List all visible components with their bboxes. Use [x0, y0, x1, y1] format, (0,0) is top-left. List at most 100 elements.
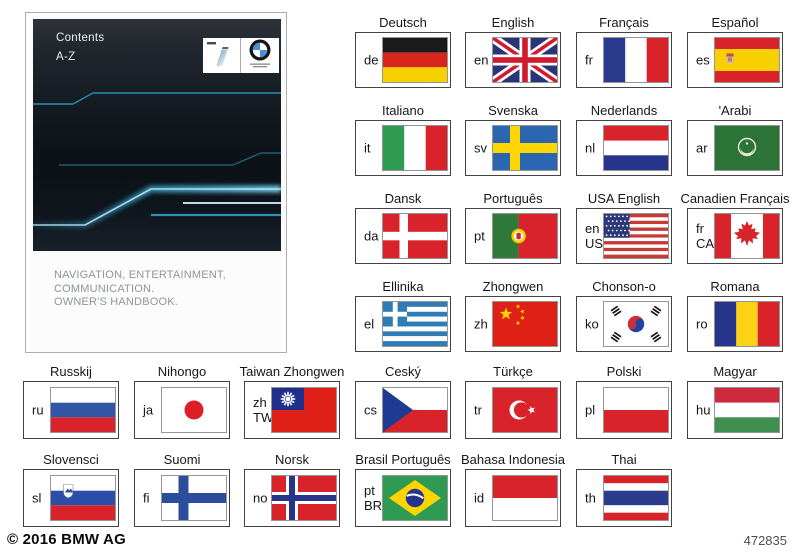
language-code: pt BR — [364, 483, 383, 513]
language-flag-box[interactable]: ar — [687, 120, 783, 176]
language-flag-box[interactable]: it — [355, 120, 451, 176]
language-flag-box[interactable]: el — [355, 296, 451, 352]
language-option-arab[interactable]: 'Arabi ar — [687, 103, 783, 176]
language-flag-box[interactable]: pt — [465, 208, 561, 264]
language-option-gr[interactable]: Ellinika el — [355, 279, 451, 352]
flag-icon-si — [51, 476, 115, 520]
language-flag-box[interactable]: cs — [355, 381, 451, 439]
language-code: ar — [696, 140, 708, 156]
language-flag-box[interactable]: no — [244, 469, 340, 527]
language-option-us-us[interactable]: USA English en US — [576, 191, 672, 264]
language-flag-box[interactable]: tr — [465, 381, 561, 439]
language-label: English — [491, 15, 535, 30]
language-flag-box[interactable]: ko — [576, 296, 672, 352]
language-label: Russkij — [50, 364, 92, 379]
language-option-gb[interactable]: English en — [465, 15, 561, 88]
language-label: Thai — [611, 452, 637, 467]
language-option-de[interactable]: Deutsch de — [355, 15, 451, 88]
flag-icon-cz — [383, 388, 447, 432]
language-option-es[interactable]: Español es — [687, 15, 783, 88]
language-option-fi[interactable]: Suomi fi — [134, 452, 230, 527]
language-option-si[interactable]: Slovensci sl — [23, 452, 119, 527]
language-flag-box[interactable]: nl — [576, 120, 672, 176]
language-option-tr[interactable]: Türkçe tr — [465, 364, 561, 439]
language-flag-box[interactable]: pt BR — [355, 469, 451, 527]
flag-icon-it — [383, 126, 447, 170]
language-flag-box[interactable]: da — [355, 208, 451, 264]
language-flag-box[interactable]: fr — [576, 32, 672, 88]
language-code: sv — [474, 140, 487, 156]
language-flag-box[interactable]: zh — [465, 296, 561, 352]
flag-icon-hu — [715, 388, 779, 432]
language-option-pt[interactable]: Português pt — [465, 191, 561, 264]
flag-icon-ru — [51, 388, 115, 432]
language-code: en — [474, 52, 489, 68]
language-option-tw-tw[interactable]: Taiwan Zhongwen zh TW — [240, 364, 344, 439]
language-flag-box[interactable]: pl — [576, 381, 672, 439]
language-option-kr[interactable]: Chonson-o ko — [576, 279, 672, 352]
language-flag-box[interactable]: ja — [134, 381, 230, 439]
flag-icon-ro — [715, 302, 779, 346]
flag-icon-cn — [493, 302, 557, 346]
language-option-it[interactable]: Italiano it — [355, 103, 451, 176]
language-option-ca-ca[interactable]: Canadien Français fr CA — [680, 191, 790, 264]
flag-icon-br — [383, 476, 447, 520]
language-label: Italiano — [382, 103, 424, 118]
language-option-cz[interactable]: Ceský cs — [355, 364, 451, 439]
language-label: Ellinika — [382, 279, 424, 294]
cover-title: Contents — [56, 32, 105, 44]
language-flag-box[interactable]: en — [465, 32, 561, 88]
language-flag-box[interactable]: sv — [465, 120, 561, 176]
language-flag-box[interactable]: de — [355, 32, 451, 88]
language-flag-box[interactable]: th — [576, 469, 672, 527]
language-option-ru[interactable]: Russkij ru — [23, 364, 119, 439]
language-code: es — [696, 52, 710, 68]
language-code: th — [585, 490, 596, 506]
flag-icon-ca — [715, 214, 779, 258]
flag-icon-id — [493, 476, 557, 520]
language-flag-box[interactable]: id — [465, 469, 561, 527]
language-option-pl[interactable]: Polski pl — [576, 364, 672, 439]
flag-icon-nl — [604, 126, 668, 170]
language-option-id[interactable]: Bahasa Indonesia id — [461, 452, 565, 527]
language-label: Português — [483, 191, 543, 206]
language-flag-box[interactable]: sl — [23, 469, 119, 527]
flag-icon-pl — [604, 388, 668, 432]
language-flag-box[interactable]: hu — [687, 381, 783, 439]
language-option-ro[interactable]: Romana ro — [687, 279, 783, 352]
language-option-th[interactable]: Thai th — [576, 452, 672, 527]
language-option-cn[interactable]: Zhongwen zh — [465, 279, 561, 352]
language-code: ro — [696, 316, 708, 332]
language-code: fr CA — [696, 221, 715, 251]
language-option-dk[interactable]: Dansk da — [355, 191, 451, 264]
language-code: no — [253, 490, 268, 506]
language-label: Türkçe — [493, 364, 533, 379]
flag-icon-th — [604, 476, 668, 520]
language-flag-box[interactable]: fr CA — [687, 208, 783, 264]
language-label: Nihongo — [157, 364, 207, 379]
language-flag-box[interactable]: es — [687, 32, 783, 88]
language-flag-box[interactable]: zh TW — [244, 381, 340, 439]
language-option-br-br[interactable]: Brasil Português pt BR — [355, 452, 451, 527]
language-code: ru — [32, 402, 44, 418]
language-option-hu[interactable]: Magyar hu — [687, 364, 783, 439]
language-flag-box[interactable]: ru — [23, 381, 119, 439]
language-flag-box[interactable]: ro — [687, 296, 783, 352]
language-label: Norsk — [275, 452, 309, 467]
flag-icon-dk — [383, 214, 447, 258]
copyright-notice: © 2016 BMW AG — [7, 531, 126, 548]
flag-icon-jp — [162, 388, 226, 432]
language-option-no[interactable]: Norsk no — [244, 452, 340, 527]
language-option-se[interactable]: Svenska sv — [465, 103, 561, 176]
language-option-nl[interactable]: Nederlands nl — [576, 103, 672, 176]
language-code: fr — [585, 52, 593, 68]
language-flag-box[interactable]: en US — [576, 208, 672, 264]
language-option-fr[interactable]: Français fr — [576, 15, 672, 88]
language-option-jp[interactable]: Nihongo ja — [134, 364, 230, 439]
cover-title-az: A-Z — [56, 51, 76, 63]
language-code: zh — [474, 316, 488, 332]
language-code: el — [364, 316, 375, 332]
language-code: pl — [585, 402, 596, 418]
language-flag-box[interactable]: fi — [134, 469, 230, 527]
flag-icon-tr — [493, 388, 557, 432]
